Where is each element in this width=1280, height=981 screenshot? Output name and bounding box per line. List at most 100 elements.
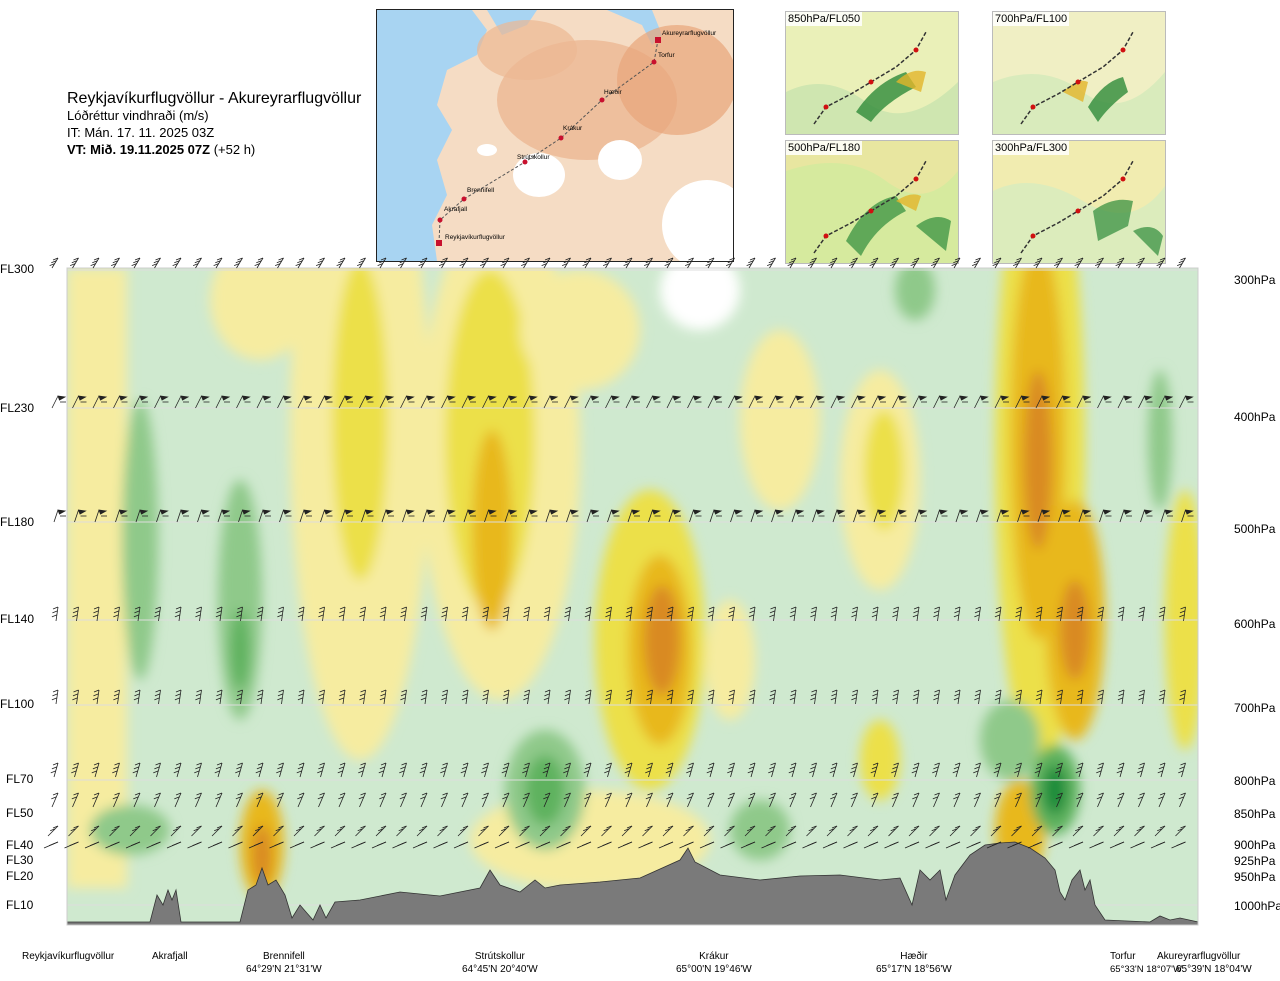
wind-barb	[91, 762, 100, 778]
wind-barb	[1037, 509, 1051, 523]
wind-barb	[829, 762, 838, 778]
wind-barb	[422, 509, 436, 523]
wind-barb	[274, 257, 284, 269]
level-map-850[interactable]: 850hPa/FL050	[785, 11, 959, 135]
wind-barb	[812, 509, 825, 523]
wind-barb	[1134, 825, 1145, 837]
airport-marker-akureyri	[655, 37, 661, 43]
wind-barb	[317, 762, 325, 778]
wind-barb	[1007, 841, 1022, 849]
wind-barb	[420, 689, 428, 705]
wind-barb	[195, 606, 202, 622]
wind-barb	[601, 825, 612, 837]
wind-barb	[986, 841, 1002, 849]
issue-time: IT: Mán. 17. 11. 2025 03Z	[67, 125, 215, 140]
wind-barb	[236, 395, 251, 409]
wind-barb	[412, 841, 428, 849]
wind-barb	[602, 257, 612, 269]
wind-barb	[217, 509, 231, 523]
wind-barb	[576, 841, 592, 849]
wind-barb	[440, 792, 448, 808]
wind-barb	[1157, 762, 1166, 778]
wind-barb	[892, 689, 899, 705]
wind-barb	[892, 395, 907, 409]
wind-barb	[74, 509, 87, 523]
wind-barb	[296, 762, 305, 778]
wind-barb	[1056, 689, 1063, 705]
wind-barb	[1158, 395, 1174, 409]
wind-barb	[504, 509, 518, 523]
wind-barb	[617, 841, 633, 849]
wind-barb	[966, 841, 981, 849]
wind-barb	[1179, 606, 1186, 622]
wind-barb	[769, 606, 776, 622]
wind-barb	[894, 509, 907, 523]
wind-barb	[689, 509, 702, 523]
wind-barb	[810, 606, 817, 622]
level-map-300-svg	[993, 141, 1165, 263]
wind-barb	[686, 792, 694, 808]
wind-barb	[1117, 689, 1125, 705]
wind-barb	[1117, 792, 1125, 808]
wind-barb	[461, 689, 469, 705]
wind-barb	[973, 762, 981, 778]
wind-barb	[402, 509, 415, 523]
wind-barb	[621, 825, 633, 837]
wind-barb	[146, 841, 161, 849]
wind-barb	[170, 825, 182, 837]
wind-barb	[113, 689, 120, 705]
wind-barb	[543, 606, 551, 622]
wind-barb	[379, 689, 387, 705]
wind-barb	[133, 606, 141, 622]
wind-barb	[269, 841, 284, 849]
wind-barb	[84, 841, 100, 849]
wind-barb	[441, 395, 456, 409]
wind-barb	[482, 606, 489, 622]
wind-barb	[1014, 792, 1022, 808]
wind-barb	[254, 257, 264, 269]
wind-barb	[318, 606, 325, 622]
wind-barb	[949, 825, 961, 837]
waypoint-marker-haedir	[599, 97, 605, 103]
wind-barb	[399, 792, 407, 808]
wind-barb	[867, 825, 879, 837]
wind-barb	[625, 792, 633, 808]
wind-barb	[132, 762, 141, 778]
wind-barb	[129, 825, 141, 837]
field-blobs	[67, 268, 1198, 900]
wind-barb	[785, 825, 797, 837]
hpa-label-400: 400hPa	[1234, 410, 1276, 424]
wind-barb	[687, 606, 694, 622]
wind-barb	[276, 762, 284, 778]
wind-barb	[1099, 509, 1112, 523]
wind-barb	[1015, 689, 1022, 705]
level-map-700[interactable]: 700hPa/FL100	[992, 11, 1166, 135]
wind-barb	[810, 689, 817, 705]
wind-barb	[1176, 257, 1186, 269]
wind-barb	[115, 509, 128, 523]
wind-barb	[420, 792, 428, 808]
wind-barb	[72, 395, 87, 409]
wind-barb	[110, 257, 120, 269]
wind-barb	[396, 825, 407, 837]
wind-barb	[747, 762, 756, 778]
wind-barb	[172, 257, 182, 269]
wind-barb	[338, 395, 354, 409]
wind-barb	[1158, 606, 1166, 622]
wind-barb	[1068, 841, 1084, 849]
wind-barb	[338, 689, 346, 705]
wind-barb	[1130, 841, 1145, 849]
level-map-500[interactable]: 500hPa/FL180	[785, 140, 959, 264]
wind-barb	[910, 257, 920, 269]
wind-barb	[515, 841, 530, 849]
wind-barb	[1015, 606, 1022, 622]
wind-field	[67, 268, 1198, 925]
wind-barb	[482, 689, 489, 705]
wind-barb	[299, 509, 313, 523]
map-label-torfur: Torfur	[658, 52, 675, 59]
wind-barb	[289, 841, 305, 849]
hpa-label-1000: 1000hPa	[1234, 899, 1280, 913]
wind-barb	[105, 841, 120, 849]
wind-barb	[520, 257, 530, 269]
wind-barb	[707, 395, 723, 409]
